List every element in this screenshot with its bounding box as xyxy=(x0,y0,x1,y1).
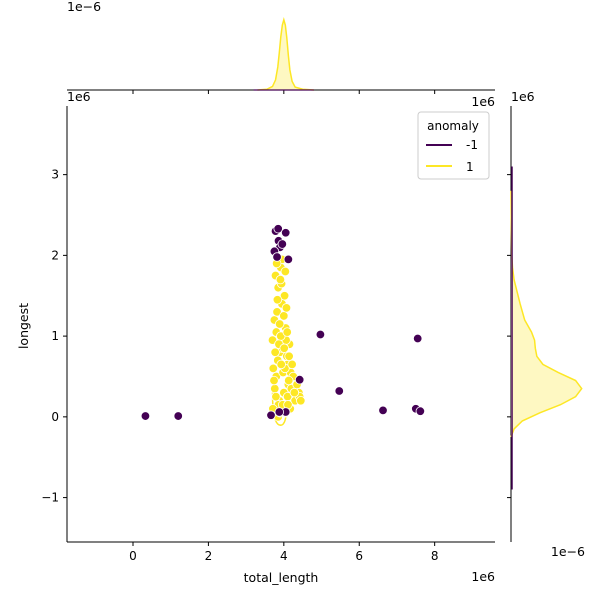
normal-point xyxy=(289,387,300,398)
y-tick-label: 0 xyxy=(51,410,59,424)
x-tick-label: 8 xyxy=(431,549,439,563)
anomaly-point xyxy=(274,407,285,417)
normal-point xyxy=(272,295,283,305)
normal-point xyxy=(279,311,289,321)
normal-point xyxy=(279,343,289,353)
anomaly-point xyxy=(283,254,294,265)
normal-point xyxy=(284,375,294,386)
anomaly-point xyxy=(173,411,183,421)
normal-point xyxy=(274,319,285,329)
anomaly-point xyxy=(378,405,388,416)
legend: anomaly -1 1 xyxy=(417,111,490,180)
normal-point xyxy=(280,266,291,277)
y-offset-text: 1e6 xyxy=(67,89,91,104)
normal-point xyxy=(269,375,279,386)
x-axis-label: total_length xyxy=(244,570,319,585)
anomaly-point xyxy=(272,252,282,262)
right-marginal-curve xyxy=(510,190,583,438)
normal-point xyxy=(276,359,286,370)
anomaly-point xyxy=(277,239,288,249)
legend-title: anomaly xyxy=(427,119,479,133)
anomaly-point xyxy=(294,375,305,385)
anomaly-point xyxy=(140,411,151,421)
right-marginal-offset-text: 1e−6 xyxy=(551,544,585,559)
x-tick-label: 0 xyxy=(129,549,137,563)
anomaly-point xyxy=(266,410,276,420)
x-tick-label: 2 xyxy=(205,549,213,563)
normal-point xyxy=(281,303,292,313)
x-tick-label: 6 xyxy=(355,549,363,563)
anomaly-point xyxy=(281,228,291,238)
anomaly-point xyxy=(334,386,344,396)
normal-point xyxy=(287,359,297,370)
right-marginal-y-offset-text: 1e6 xyxy=(511,89,535,104)
y-tick-label: 1 xyxy=(51,329,59,343)
legend-label-anomaly: -1 xyxy=(466,138,478,152)
anomaly-point xyxy=(315,329,326,340)
top-marginal-plot xyxy=(67,17,495,94)
right-marginal-fill xyxy=(511,190,582,438)
x-tick-label: 4 xyxy=(280,549,288,563)
top-marginal-curve xyxy=(257,17,315,91)
right-marginal-plot xyxy=(507,106,583,542)
y-tick-label: 3 xyxy=(51,168,59,182)
normal-point xyxy=(271,391,281,402)
normal-point xyxy=(268,363,278,374)
normal-point xyxy=(272,307,282,317)
top-marginal-fill xyxy=(257,19,314,90)
normal-point xyxy=(282,327,292,337)
normal-point xyxy=(270,347,280,357)
normal-point xyxy=(296,396,306,406)
x-offset-text: 1e6 xyxy=(471,569,495,584)
main-scatter-plot: 0 2 4 6 8 −1 0 1 2 3 xyxy=(41,106,495,563)
legend-label-normal: 1 xyxy=(466,160,474,174)
normal-point xyxy=(284,351,294,361)
normal-point xyxy=(275,274,286,285)
top-marginal-offset-text: 1e−6 xyxy=(67,0,101,14)
y-tick-label: 2 xyxy=(51,248,59,262)
y-tick-label: −1 xyxy=(41,491,59,505)
normal-point xyxy=(279,291,290,301)
legend-box xyxy=(417,111,490,180)
normal-point xyxy=(270,383,280,394)
anomaly-point xyxy=(415,406,426,416)
anomaly-point xyxy=(412,333,423,344)
x-offset-top-right: 1e6 xyxy=(471,94,495,109)
y-axis-label: longest xyxy=(16,303,31,349)
anomaly-point xyxy=(273,224,283,234)
